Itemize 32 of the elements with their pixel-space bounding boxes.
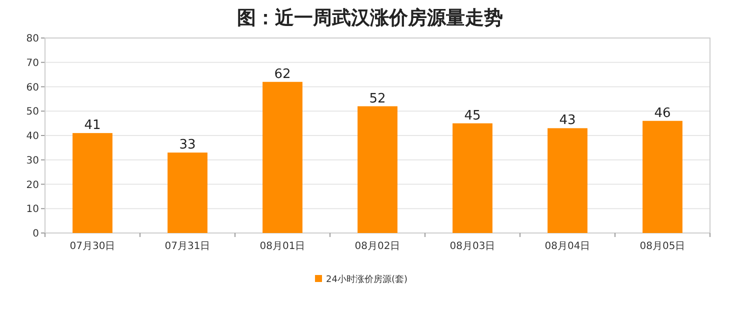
x-tick-label: 08月01日 [260, 241, 306, 252]
data-label: 41 [84, 118, 101, 134]
y-tick-label: 30 [26, 155, 39, 166]
bar [358, 106, 398, 233]
x-tick-label: 08月02日 [354, 241, 400, 252]
data-label: 45 [464, 108, 481, 124]
chart-title: 图：近一周武汉涨价房源量走势 [237, 7, 503, 29]
bar [168, 152, 208, 233]
bar [452, 123, 492, 233]
y-tick-label: 70 [26, 58, 39, 69]
x-tick-label: 08月03日 [450, 241, 496, 252]
bar [642, 120, 682, 233]
y-tick-label: 0 [32, 228, 39, 240]
data-label: 52 [369, 91, 386, 106]
x-tick-label: 08月04日 [544, 241, 590, 252]
y-tick-label: 50 [26, 106, 39, 118]
x-tick-label: 08月05日 [640, 241, 686, 252]
y-tick-label: 20 [26, 180, 39, 191]
x-tick-label: 07月30日 [70, 241, 116, 252]
data-label: 33 [179, 138, 196, 153]
bar [72, 133, 112, 233]
data-label: 46 [654, 106, 671, 121]
data-label: 62 [274, 66, 291, 82]
bar [262, 82, 302, 233]
y-tick-label: 10 [26, 204, 39, 216]
legend-label: 24小时涨价房源(套) [326, 274, 408, 285]
bar [548, 128, 588, 233]
y-tick-label: 60 [26, 82, 39, 94]
y-tick-label: 40 [26, 131, 39, 142]
data-label: 43 [559, 113, 576, 128]
y-tick-label: 80 [26, 34, 39, 44]
x-tick-label: 07月31日 [164, 241, 210, 252]
